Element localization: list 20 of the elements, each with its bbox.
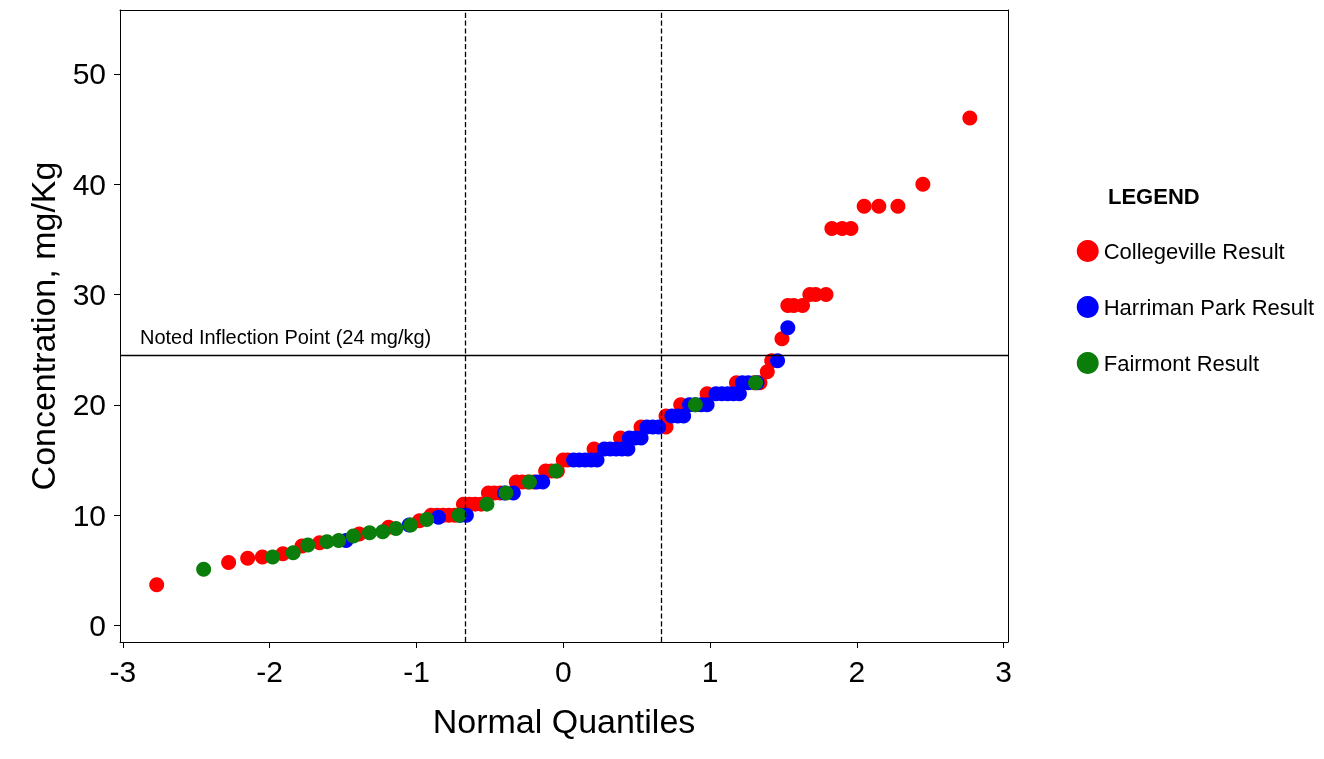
ref-line-label: Noted Inflection Point (24 mg/kg) bbox=[140, 326, 432, 349]
y-tick-label: 50 bbox=[72, 57, 106, 91]
x-tick-label: 1 bbox=[701, 654, 719, 688]
y-tick-label: 10 bbox=[72, 498, 106, 532]
y-tick-label: 20 bbox=[72, 388, 106, 422]
y-tick-label: 40 bbox=[72, 167, 106, 201]
y-axis-title: Concentration, mg/Kg bbox=[24, 161, 62, 491]
x-tick-label: -1 bbox=[403, 654, 430, 688]
x-tick-label: 2 bbox=[848, 654, 866, 688]
legend-label: Collegeville Result bbox=[1103, 238, 1285, 264]
y-tick-label: 30 bbox=[72, 278, 106, 312]
x-tick-label: -2 bbox=[256, 654, 284, 688]
legend-label: Fairmont Result bbox=[1103, 350, 1259, 376]
y-tick-label: 0 bbox=[89, 608, 106, 642]
legend-title: LEGEND bbox=[1108, 183, 1200, 209]
x-tick-label: -3 bbox=[109, 654, 137, 688]
x-axis-title: Normal Quantiles bbox=[432, 702, 696, 740]
x-tick-label: 3 bbox=[995, 654, 1012, 688]
legend-label: Harriman Park Result bbox=[1103, 294, 1314, 320]
x-tick-label: 0 bbox=[554, 654, 572, 688]
